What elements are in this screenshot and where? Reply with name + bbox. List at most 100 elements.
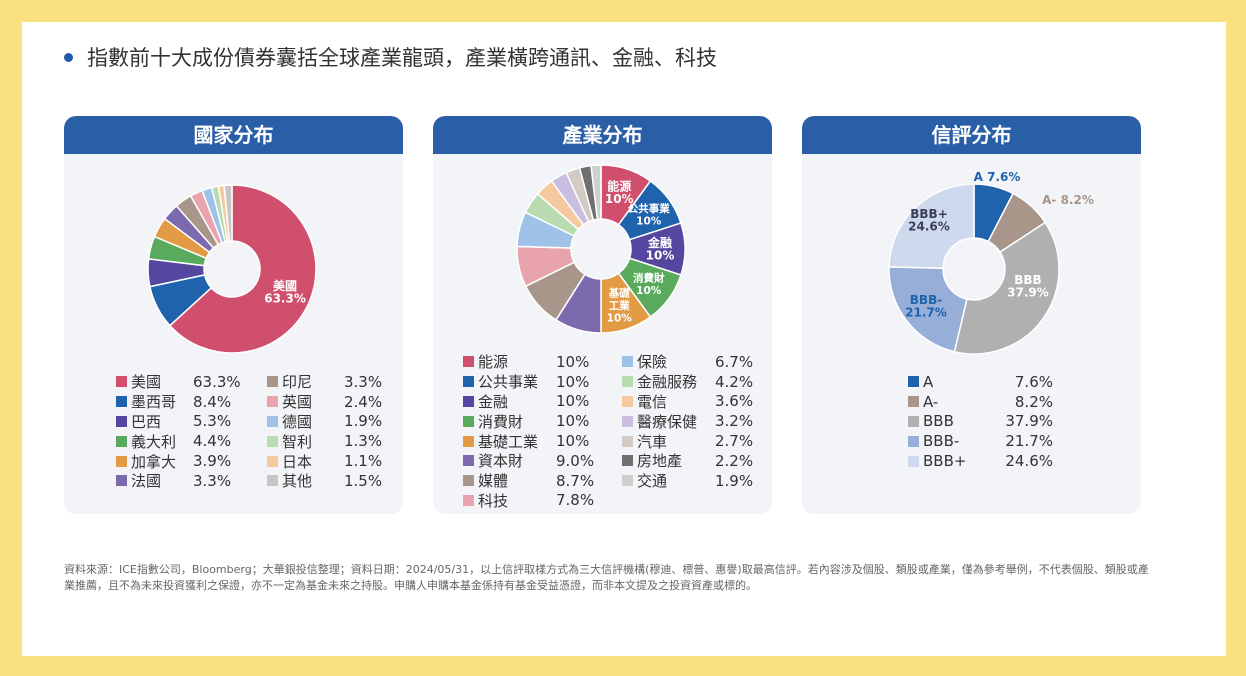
pie-slice-4 [888, 266, 968, 353]
legend-value: 4.2% [715, 372, 754, 391]
industry-panel: 產業分布 能源 10% 公共事業 10% 金融 10% 消費財 10% 基礎工業 10% 能源 10… [433, 116, 772, 514]
legend-value: 1.3% [344, 432, 383, 451]
legend-label: 電信 [637, 393, 668, 411]
legend-value: 10% [556, 372, 590, 391]
legend-value: 3.6% [715, 392, 754, 411]
legend-value: 9.0% [556, 451, 595, 470]
legend-swatch [267, 396, 278, 408]
legend-item: 德國 1.9% [267, 412, 400, 432]
country-panel: 國家分布 美國 63.3% 美國 63.3% 墨西哥 8.4% 巴西 5.3% 義大利 4.4%… [64, 116, 403, 514]
legend-value: 37.9% [1005, 412, 1053, 431]
legend-label: 日本 [282, 452, 313, 471]
legend-swatch [116, 455, 127, 467]
legend-label: 公共事業 [478, 373, 539, 392]
legend-swatch [622, 395, 633, 407]
legend-value: 1.5% [344, 471, 383, 490]
legend-swatch [908, 396, 919, 408]
legend-item: 智利 1.3% [267, 431, 400, 451]
legend-item: 媒體 8.7% [463, 471, 604, 491]
legend-label: 金融服務 [637, 373, 698, 392]
legend-column: 美國 63.3% 墨西哥 8.4% 巴西 5.3% 義大利 4.4% 加拿大 3.9% 法國 3.3% [116, 372, 249, 491]
source-footnote: 資料來源：ICE指數公司，Bloomberg；大華銀投信整理；資料日期：2024… [64, 563, 1149, 592]
slice-label-4: BBB-21.7% [905, 293, 947, 320]
legend-swatch [116, 415, 127, 427]
legend-value: 7.6% [1014, 372, 1053, 391]
slice-label-4: 消費財 10% [633, 271, 665, 297]
legend-label: BBB- [923, 432, 960, 451]
legend-item: 加拿大 3.9% [116, 451, 249, 471]
legend-swatch [463, 395, 474, 407]
legend-swatch [622, 356, 633, 368]
legend-item: 巴西 5.3% [116, 412, 249, 432]
legend-swatch [463, 475, 474, 487]
legend-label: A [923, 372, 934, 391]
legend-swatch [463, 455, 474, 467]
legend-item: 電信 3.6% [622, 392, 763, 412]
legend-value: 63.3% [193, 372, 241, 391]
legend-value: 10% [556, 392, 590, 411]
legend-label: 法國 [131, 472, 162, 491]
slice-label-1: 能源 10% [605, 179, 634, 207]
legend-label: 加拿大 [131, 452, 177, 471]
legend-value: 1.1% [344, 452, 383, 471]
legend-item: 印尼 3.3% [267, 372, 400, 392]
legend-swatch [622, 455, 633, 467]
legend-swatch [908, 415, 919, 427]
legend-label: BBB [923, 412, 954, 431]
legend-item: 英國 2.4% [267, 392, 400, 412]
legend-item: BBB- 21.7% [908, 431, 1053, 451]
legend-swatch [908, 455, 919, 467]
rating-panel: 信評分布 A 7.6% A- 8.2% BBB 37.9% BBB-21.7% BBB+ 2… [802, 116, 1141, 514]
legend-value: 10% [556, 432, 590, 451]
legend-label: 汽車 [637, 432, 668, 451]
pie-slice-12 [223, 184, 233, 242]
legend-swatch [116, 376, 127, 388]
legend-value: 2.2% [715, 451, 754, 470]
legend-label: 基礎工業 [478, 432, 539, 451]
slice-label-3: BBB 37.9% [1007, 273, 1049, 300]
legend-swatch [116, 475, 127, 487]
legend-value: 2.4% [344, 392, 383, 411]
legend-label: 英國 [282, 393, 313, 412]
legend-label: 科技 [478, 491, 509, 510]
pie-slice-1 [168, 184, 317, 354]
legend-swatch [267, 475, 278, 487]
legend-item: 義大利 4.4% [116, 431, 249, 451]
legend-item: 保險 6.7% [622, 352, 763, 372]
legend-swatch [116, 435, 127, 447]
legend-value: 1.9% [344, 412, 383, 431]
legend-value: 3.9% [193, 452, 232, 471]
slice-label-1: 美國 63.3% [264, 278, 306, 306]
legend-label: 消費財 [478, 412, 524, 431]
legend-value: 3.3% [193, 471, 232, 490]
legend-column: 保險 6.7% 金融服務 4.2% 電信 3.6% 醫療保健 3.2% 汽車 2.7% 房地產 2.2… [622, 352, 763, 510]
rating-legend: A 7.6% A- 8.2% BBB 37.9% BBB- 21.7% BBB+ 24.6% [908, 372, 1053, 471]
slice-label-3: 金融 10% [646, 235, 675, 263]
legend-value: 8.2% [1014, 392, 1053, 411]
legend-item: 美國 63.3% [116, 372, 249, 392]
legend-label: BBB+ [923, 452, 967, 471]
legend-value: 3.2% [715, 412, 754, 431]
legend-item: 汽車 2.7% [622, 431, 763, 451]
legend-item: 金融服務 4.2% [622, 372, 763, 392]
legend-label: 金融 [478, 393, 509, 411]
legend-label: 智利 [282, 432, 313, 451]
legend-label: 資本財 [478, 452, 524, 471]
legend-value: 2.7% [715, 432, 754, 451]
legend-swatch [267, 455, 278, 467]
legend-item: 消費財 10% [463, 411, 604, 431]
slice-label-5: BBB+ 24.6% [908, 207, 950, 234]
legend-item: 其他 1.5% [267, 471, 400, 491]
legend-label: 墨西哥 [131, 393, 177, 412]
legend-swatch [267, 415, 278, 427]
legend-item: 科技 7.8% [463, 491, 604, 511]
legend-swatch [908, 376, 919, 388]
legend-value: 4.4% [193, 432, 232, 451]
slice-label-1: A 7.6% [974, 170, 1021, 184]
slice-label-2: 公共事業 10% [628, 202, 670, 228]
legend-label: 美國 [131, 373, 162, 392]
legend-item: 房地產 2.2% [622, 451, 763, 471]
legend-value: 3.3% [344, 372, 383, 391]
content-card: 指數前十大成份債券囊括全球產業龍頭，產業橫跨通訊、金融、科技 國家分布 美國 63… [22, 22, 1226, 656]
legend-label: 義大利 [131, 432, 177, 451]
